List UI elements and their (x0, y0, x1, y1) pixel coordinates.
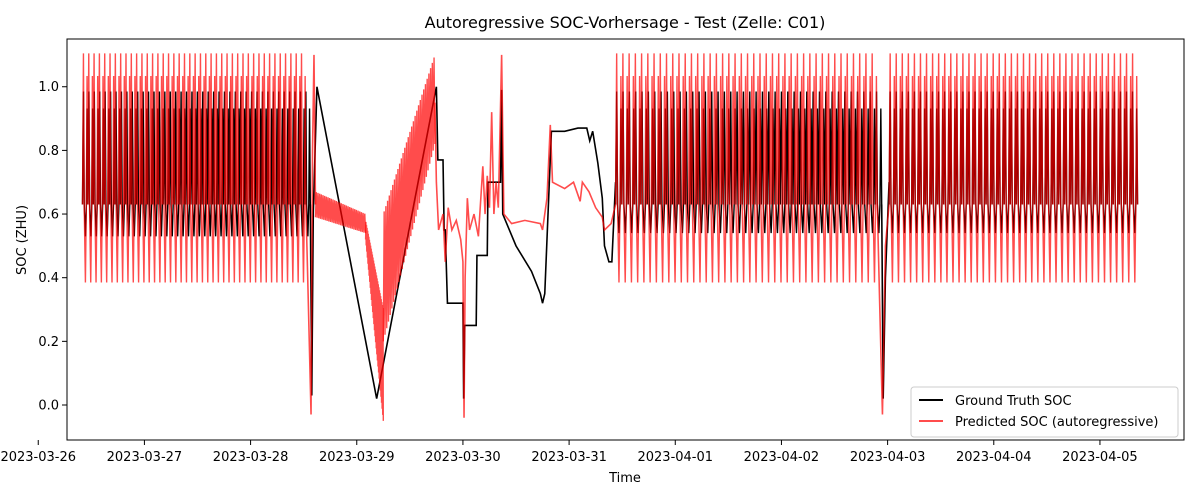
y-tick-label: 0.2 (38, 335, 59, 350)
x-tick-label: 2023-04-02 (744, 450, 820, 465)
x-tick-label: 2023-04-05 (1062, 450, 1138, 465)
x-tick-label: 2023-04-03 (850, 450, 926, 465)
legend-label-predicted: Predicted SOC (autoregressive) (955, 415, 1158, 430)
x-tick-label: 2023-04-04 (956, 450, 1032, 465)
x-tick-label: 2023-04-01 (637, 450, 713, 465)
series-line-segment (614, 53, 878, 283)
x-axis: 2023-03-26 2023-03-27 2023-03-28 2023-03-29… (0, 440, 1138, 465)
y-tick-label: 0.0 (38, 398, 59, 413)
x-tick-label: 2023-03-28 (213, 450, 289, 465)
x-axis-label: Time (608, 471, 641, 486)
legend-box (910, 386, 1179, 438)
y-axis: 0.0 0.2 0.4 0.6 0.8 1.0 (38, 80, 67, 413)
series-line-segment (434, 54, 617, 418)
x-tick-label: 2023-03-29 (319, 450, 395, 465)
x-tick-label: 2023-03-31 (531, 450, 607, 465)
series-line-segment (876, 204, 890, 415)
y-tick-label: 0.6 (38, 208, 59, 223)
plot-area (81, 53, 1139, 421)
legend-label-ground-truth: Ground Truth SOC (955, 394, 1072, 409)
plot-frame (66, 38, 1185, 441)
series-band-segment (364, 221, 384, 421)
series-line-segment (81, 53, 307, 283)
x-tick-label: 2023-03-26 (0, 450, 76, 465)
y-tick-label: 0.4 (38, 271, 59, 286)
y-axis-label: SOC (ZHU) (15, 205, 30, 275)
y-tick-label: 1.0 (38, 80, 59, 95)
x-tick-label: 2023-03-30 (425, 450, 501, 465)
x-tick-label: 2023-03-27 (107, 450, 183, 465)
y-tick-label: 0.8 (38, 144, 59, 159)
series-line-segment (888, 53, 1139, 283)
series-line-segment (309, 86, 617, 399)
series-line-segment (305, 54, 317, 415)
series-predicted (81, 53, 1139, 421)
series-band-segment (382, 57, 436, 342)
chart-title: Autoregressive SOC-Vorhersage - Test (Ze… (425, 13, 826, 32)
series-band-segment (314, 192, 367, 234)
legend: Ground Truth SOC Predicted SOC (autoregr… (910, 386, 1179, 438)
